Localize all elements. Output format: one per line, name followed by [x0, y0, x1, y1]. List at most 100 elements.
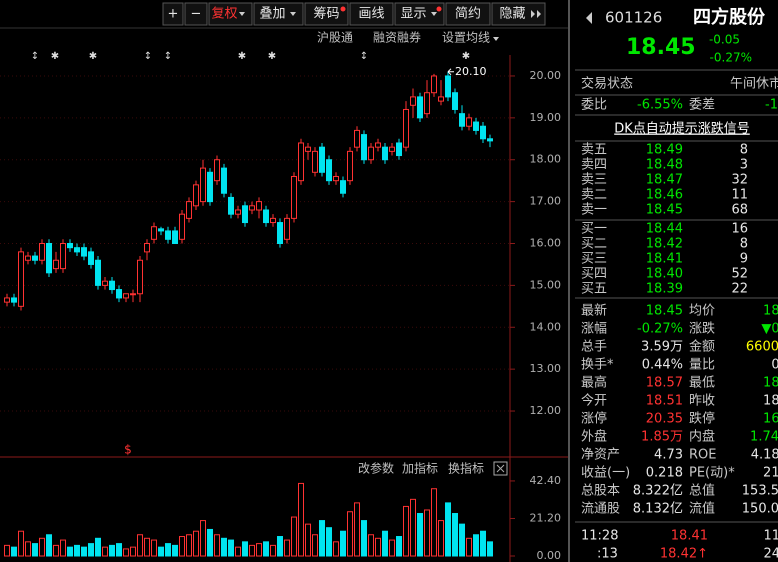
candle-body: [256, 201, 262, 211]
signal-marker: ✱: [89, 51, 97, 62]
book-label: 卖三: [581, 173, 607, 188]
stat-label: 最新: [581, 303, 607, 319]
indicator-tab[interactable]: 换指标: [448, 461, 484, 476]
volume-bar: [193, 530, 199, 557]
volume-bar: [312, 534, 318, 557]
toolbar-button[interactable]: [445, 2, 491, 26]
candle-body: [172, 230, 178, 244]
stat-label: 总股本: [581, 484, 620, 499]
volume-bar: [424, 509, 430, 557]
tick-price: 18.41: [671, 529, 708, 544]
volume-bar: [186, 534, 192, 557]
toolbar-label[interactable]: 隐藏: [499, 7, 525, 22]
book-label: 买一: [581, 222, 607, 237]
expand-arrows: [531, 10, 541, 18]
toolbar-label[interactable]: 复权: [211, 6, 237, 22]
stat-label: 金额: [689, 339, 715, 355]
toolbar-button[interactable]: [208, 2, 253, 26]
candle-body: [74, 247, 80, 253]
volume-bar: [130, 546, 136, 557]
volume-bar: [165, 543, 171, 557]
candle-body: [473, 121, 479, 131]
book-price: 18.39: [646, 282, 683, 297]
back-arrow[interactable]: [586, 12, 592, 24]
volume-bar: [368, 534, 374, 557]
toolbar-button[interactable]: [253, 2, 304, 26]
volume-bar: [487, 541, 493, 557]
stat-label: PE(动)*: [689, 466, 735, 481]
volume-bar: [263, 541, 269, 557]
chart-tab[interactable]: 设置均线: [442, 31, 490, 45]
candle-body: [32, 255, 38, 261]
candle-body: [347, 150, 353, 182]
toolbar-label[interactable]: 筹码: [313, 6, 339, 22]
chart-tab[interactable]: 沪股通: [317, 31, 353, 45]
book-label: 买二: [581, 237, 607, 252]
panel-lines: [575, 69, 778, 523]
chart-tab[interactable]: 融资融券: [373, 30, 421, 45]
volume-bar: [333, 541, 339, 557]
book-price: 18.46: [646, 188, 683, 203]
stat-value: 1.85万: [641, 430, 683, 445]
candle-body: [18, 251, 24, 307]
diff-value: -1: [765, 98, 778, 113]
dk-signal-link[interactable]: DK点自动提示涨跌信号: [614, 121, 750, 137]
candle-body: [81, 247, 87, 257]
volume-bar: [11, 546, 17, 557]
indicator-tab[interactable]: 改参数: [358, 461, 394, 476]
signal-marker: ↕: [360, 51, 368, 62]
volume-bar: [32, 543, 38, 557]
stat-value: 18.5: [763, 394, 778, 409]
toolbar-label[interactable]: −: [191, 7, 202, 22]
close-box[interactable]: [493, 461, 508, 476]
toolbar-button[interactable]: [304, 2, 349, 26]
book-price: 18.44: [646, 222, 683, 237]
stat-value: 18.3: [763, 304, 778, 319]
book-label: 买三: [581, 252, 607, 267]
volume-bar: [396, 536, 402, 557]
stat-label: 今开: [581, 393, 607, 409]
stat-value: 153.5亿: [742, 484, 778, 499]
volume-bar: [284, 539, 290, 557]
candle-body: [179, 213, 185, 240]
stat-label: 涨幅: [581, 322, 607, 337]
toolbar-button[interactable]: [394, 2, 445, 26]
candle-body: [242, 205, 248, 224]
volume-bar: [18, 530, 24, 557]
stat-label: 量比: [689, 358, 715, 373]
tick-volume: 24: [763, 547, 778, 562]
volume-bar: [466, 537, 472, 557]
dropdown-arrow: [290, 12, 296, 16]
candle-body: [284, 217, 290, 240]
volume-bar: [361, 520, 367, 557]
volume-bar: [25, 541, 31, 557]
toolbar-button[interactable]: [162, 2, 184, 26]
close-icon[interactable]: [496, 464, 505, 473]
stat-label: 跌停: [689, 411, 715, 427]
toolbar-button[interactable]: [184, 2, 208, 26]
stat-label: ROE: [689, 448, 716, 463]
toolbar-label[interactable]: +: [168, 7, 179, 22]
dropdown-arrow: [493, 37, 499, 41]
y-tick-label: 14.00: [530, 320, 562, 333]
toolbar-label[interactable]: 简约: [455, 6, 481, 22]
candle-body: [270, 217, 276, 224]
indicator-tab[interactable]: 加指标: [402, 461, 438, 476]
tick-volume: 11: [763, 529, 778, 544]
signal-marker: ✱: [462, 51, 470, 62]
book-volume: 11: [731, 188, 748, 203]
volume-bar: [81, 546, 87, 557]
toolbar-label[interactable]: 画线: [358, 7, 384, 22]
toolbar-label[interactable]: 显示: [400, 7, 426, 22]
toolbar-button[interactable]: [491, 2, 546, 26]
toolbar-button[interactable]: [349, 2, 394, 26]
price-change: -0.05: [709, 33, 740, 47]
badge-dot: [436, 6, 442, 12]
volume-bar: [109, 544, 115, 557]
stat-label: 流值: [689, 501, 715, 517]
book-label: 卖五: [581, 143, 607, 158]
toolbar-label[interactable]: 叠加: [259, 7, 285, 22]
stat-value: 1.74万: [750, 430, 778, 445]
tick-time: :13: [597, 547, 618, 562]
signal-marker: ✱: [51, 51, 59, 62]
